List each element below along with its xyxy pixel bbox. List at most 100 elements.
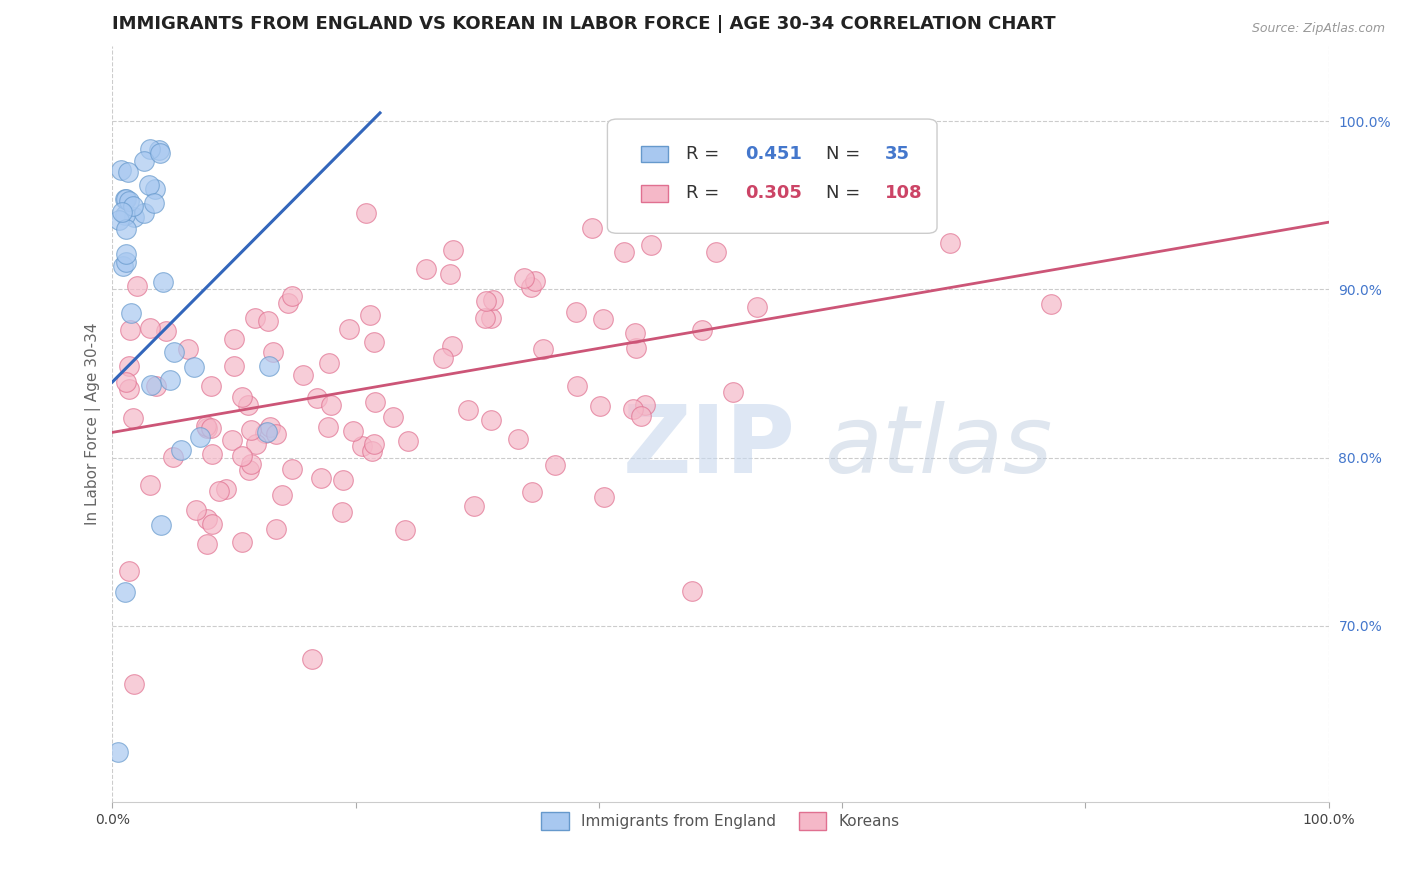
Point xyxy=(640,238,662,252)
Point xyxy=(122,199,145,213)
Point xyxy=(479,412,502,426)
Point xyxy=(150,517,173,532)
Point xyxy=(120,306,142,320)
Point xyxy=(589,399,612,413)
Text: atlas: atlas xyxy=(824,401,1052,492)
Point xyxy=(118,194,141,209)
FancyBboxPatch shape xyxy=(641,145,668,162)
Point xyxy=(305,391,328,405)
Point xyxy=(132,206,155,220)
Point xyxy=(301,652,323,666)
Point xyxy=(721,385,744,400)
Point xyxy=(565,304,588,318)
Point xyxy=(245,437,267,451)
Point xyxy=(630,409,652,423)
Point xyxy=(188,430,211,444)
Point xyxy=(231,390,253,404)
Point xyxy=(221,434,243,448)
Point xyxy=(363,437,385,451)
Point xyxy=(291,368,314,382)
Point xyxy=(506,432,529,446)
Point xyxy=(531,342,554,356)
Point xyxy=(201,447,224,461)
Point xyxy=(114,192,136,206)
Point xyxy=(195,419,218,434)
Point xyxy=(115,375,138,389)
Point xyxy=(613,245,636,260)
Point xyxy=(114,222,136,236)
Point xyxy=(474,293,496,308)
Point xyxy=(415,261,437,276)
Point xyxy=(259,420,281,434)
Point xyxy=(139,478,162,492)
Point xyxy=(745,300,768,314)
Point xyxy=(270,487,292,501)
Point xyxy=(690,323,713,337)
Point xyxy=(337,321,360,335)
Point xyxy=(332,505,354,519)
Point xyxy=(257,314,280,328)
Point xyxy=(356,205,378,219)
Point xyxy=(253,425,276,440)
Point xyxy=(281,289,304,303)
Point xyxy=(381,409,404,424)
Point xyxy=(236,398,259,412)
Point xyxy=(117,165,139,179)
FancyBboxPatch shape xyxy=(641,185,668,202)
Point xyxy=(145,379,167,393)
Point xyxy=(520,280,543,294)
Point xyxy=(624,326,647,340)
Point xyxy=(162,450,184,464)
Point xyxy=(256,425,278,440)
Point xyxy=(149,146,172,161)
Text: 35: 35 xyxy=(884,145,910,163)
Point xyxy=(482,293,505,307)
Point xyxy=(114,208,136,222)
Point xyxy=(215,483,238,497)
Point xyxy=(118,564,141,578)
Point xyxy=(118,383,141,397)
Point xyxy=(1039,297,1062,311)
Point xyxy=(439,267,461,281)
Point xyxy=(125,278,148,293)
Point xyxy=(567,379,589,393)
Point xyxy=(139,320,162,334)
Point xyxy=(624,341,647,355)
Point xyxy=(396,434,419,448)
Legend: Immigrants from England, Koreans: Immigrants from England, Koreans xyxy=(536,806,905,836)
Text: 0.305: 0.305 xyxy=(745,185,801,202)
Point xyxy=(311,471,333,485)
Text: N =: N = xyxy=(827,145,866,163)
Point xyxy=(184,502,207,516)
Point xyxy=(118,359,141,374)
Point xyxy=(457,403,479,417)
Point xyxy=(359,309,381,323)
Point xyxy=(266,427,288,442)
Point xyxy=(122,677,145,691)
Point xyxy=(114,247,136,261)
Text: R =: R = xyxy=(686,185,725,202)
Point xyxy=(352,439,374,453)
Point xyxy=(145,182,167,196)
Point xyxy=(581,221,603,235)
Point xyxy=(141,378,163,392)
Point xyxy=(240,423,263,437)
Point xyxy=(208,484,231,499)
Point xyxy=(152,275,174,289)
Point xyxy=(474,310,496,325)
Point xyxy=(681,583,703,598)
Point xyxy=(115,192,138,206)
Point xyxy=(132,154,155,169)
Point xyxy=(432,351,454,365)
Point xyxy=(200,421,222,435)
Point xyxy=(238,463,260,477)
Point xyxy=(319,398,342,412)
Point xyxy=(259,359,281,373)
FancyBboxPatch shape xyxy=(607,119,936,234)
Point xyxy=(115,254,138,268)
Point xyxy=(277,296,299,310)
Point xyxy=(138,178,160,192)
Point xyxy=(524,274,547,288)
Point xyxy=(262,345,284,359)
Point xyxy=(110,163,132,178)
